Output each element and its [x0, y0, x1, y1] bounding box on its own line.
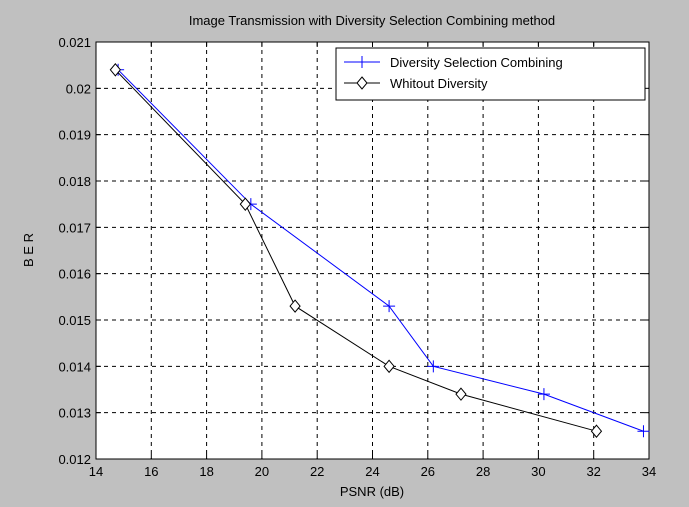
grid: [96, 42, 649, 459]
x-tick-label: 28: [476, 464, 490, 479]
axis-ticks: 14 16 18 20 22 24 26 28 30 32 34 0.012 0.013 0.014 0.0…: [58, 35, 656, 479]
y-axis-label: B E R: [21, 233, 36, 267]
x-tick-label: 16: [144, 464, 158, 479]
data-point-diversity: [383, 300, 396, 313]
data-point-without: [109, 63, 122, 77]
chart-title: Image Transmission with Diversity Select…: [189, 13, 555, 28]
x-tick-label: 26: [421, 464, 435, 479]
data-point-diversity: [637, 425, 650, 438]
data-point-diversity: [537, 388, 550, 401]
y-tick-label: 0.017: [58, 220, 91, 235]
series: [109, 63, 650, 438]
data-point-without: [455, 387, 467, 401]
y-tick-label: 0.014: [58, 359, 91, 374]
y-tick-label: 0.016: [58, 267, 91, 282]
y-tick-label: 0.02: [66, 81, 91, 96]
x-tick-label: 24: [365, 464, 379, 479]
y-tick-label: 0.012: [58, 452, 91, 467]
x-tick-label: 18: [199, 464, 213, 479]
series-line-without: [114, 69, 597, 432]
y-tick-label: 0.021: [58, 35, 91, 50]
y-tick-label: 0.013: [58, 406, 91, 421]
x-tick-label: 32: [586, 464, 600, 479]
x-tick-label: 14: [89, 464, 103, 479]
legend-marker-without: [356, 76, 368, 90]
data-point-without: [239, 197, 251, 211]
y-tick-label: 0.015: [58, 313, 91, 328]
x-tick-label: 34: [642, 464, 656, 479]
x-tick-label: 20: [255, 464, 269, 479]
data-point-without: [590, 424, 603, 438]
legend-box: [335, 47, 646, 101]
x-tick-label: 22: [310, 464, 324, 479]
series-line-diversity: [117, 69, 644, 432]
data-point-without: [383, 359, 395, 374]
x-tick-label: 30: [531, 464, 545, 479]
legend-marker-diversity: [356, 56, 368, 68]
legend-label-diversity: Diversity Selection Combining: [390, 55, 563, 70]
legend: Diversity Selection Combining Whitout Di…: [335, 47, 646, 101]
y-tick-label: 0.019: [58, 128, 91, 143]
y-tick-label: 0.018: [58, 174, 91, 189]
data-point-without: [289, 299, 301, 313]
x-axis-label: PSNR (dB): [340, 484, 404, 499]
legend-label-without: Whitout Diversity: [390, 76, 488, 91]
data-point-diversity: [427, 360, 440, 373]
